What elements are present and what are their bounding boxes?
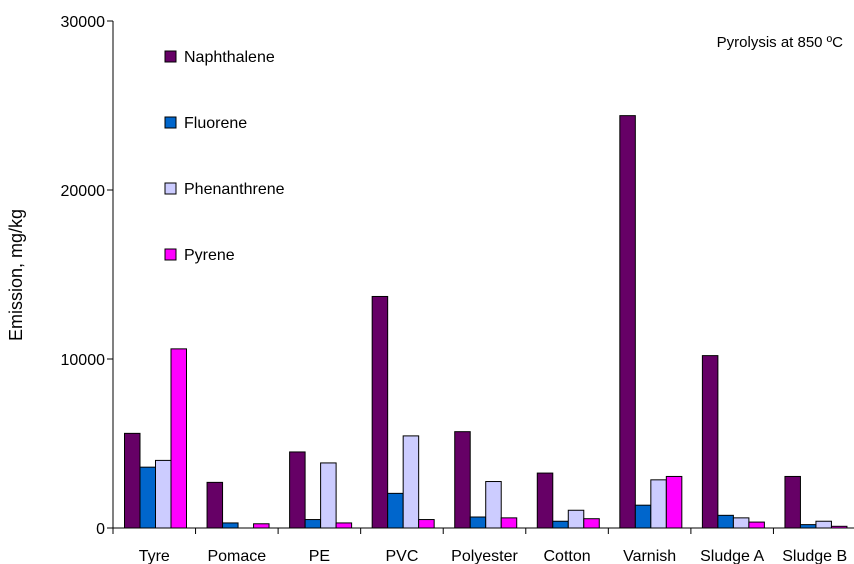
x-tick-label: PE: [309, 548, 330, 564]
bar-fluorene-polyester: [469, 516, 487, 529]
bar-phenanthrene-pvc: [402, 435, 420, 529]
bar-phenanthrene-sludge-b: [815, 520, 832, 529]
bar-pyrene-pvc: [418, 519, 435, 529]
bar-fluorene-varnish: [634, 504, 652, 529]
legend-label: Pyrene: [184, 247, 235, 264]
y-tick-label: 20000: [61, 183, 106, 200]
chart-annotation: Pyrolysis at 850 ºC: [717, 34, 844, 51]
x-tick-label: Cotton: [543, 548, 590, 564]
bar-fluorene-cotton: [552, 520, 569, 529]
bar-phenanthrene-varnish: [650, 479, 667, 529]
bar-pyrene-tyre: [170, 348, 187, 529]
legend-swatch: [164, 116, 177, 129]
legend-label: Naphthalene: [184, 49, 275, 66]
x-tick-label: Sludge A: [700, 548, 764, 564]
x-tick-label: Pomace: [207, 548, 266, 564]
bar-phenanthrene-sludge-a: [732, 517, 750, 529]
bar-fluorene-tyre: [139, 466, 156, 529]
bar-naphthalene-cotton: [536, 472, 554, 529]
legend-label: Fluorene: [184, 115, 247, 132]
bar-fluorene-pvc: [387, 492, 404, 529]
bar-pyrene-cotton: [583, 518, 600, 529]
bar-naphthalene-sludge-b: [784, 475, 801, 529]
bar-pyrene-polyester: [500, 517, 518, 529]
bar-phenanthrene-tyre: [155, 459, 172, 529]
bar-naphthalene-sludge-a: [701, 355, 719, 529]
x-tick-label: Tyre: [139, 548, 170, 564]
x-tick-label: PVC: [385, 548, 418, 564]
bar-naphthalene-polyester: [454, 431, 471, 529]
bar-phenanthrene-cotton: [567, 509, 585, 529]
bar-pyrene-sludge-a: [748, 521, 765, 529]
bar-naphthalene-varnish: [619, 115, 636, 529]
y-tick-label: 10000: [61, 352, 106, 369]
bar-pyrene-pomace: [253, 523, 270, 529]
legend-swatch: [164, 248, 177, 261]
x-tick-label: Varnish: [623, 548, 676, 564]
bar-naphthalene-pvc: [371, 295, 389, 529]
bar-fluorene-pomace: [222, 522, 239, 529]
y-tick-label: 30000: [61, 14, 106, 31]
x-tick-label: Sludge B: [782, 548, 847, 564]
y-axis: 0 10000 20000 30000: [61, 14, 114, 538]
bars: [124, 115, 848, 529]
bar-fluorene-sludge-b: [799, 524, 817, 529]
bar-fluorene-sludge-a: [717, 514, 734, 529]
bar-fluorene-pe: [304, 519, 322, 529]
bar-naphthalene-pe: [289, 451, 306, 529]
bar-phenanthrene-polyester: [485, 481, 502, 529]
bar-pyrene-pe: [335, 522, 353, 529]
legend: Naphthalene Fluorene Phenanthrene Pyrene: [164, 49, 285, 264]
bar-pyrene-varnish: [665, 475, 683, 529]
bar-phenanthrene-pe: [320, 462, 337, 529]
x-tick-label: Polyester: [451, 548, 518, 564]
legend-swatch: [164, 50, 177, 63]
bar-naphthalene-pomace: [206, 481, 224, 529]
y-axis-label: Emission, mg/kg: [6, 209, 26, 341]
legend-swatch: [164, 182, 177, 195]
legend-label: Phenanthrene: [184, 181, 285, 198]
bar-naphthalene-tyre: [124, 432, 141, 529]
y-tick-label: 0: [96, 521, 105, 538]
x-axis: Tyre Pomace PE PVC Polyester Cotton Varnish Slu…: [112, 527, 854, 564]
